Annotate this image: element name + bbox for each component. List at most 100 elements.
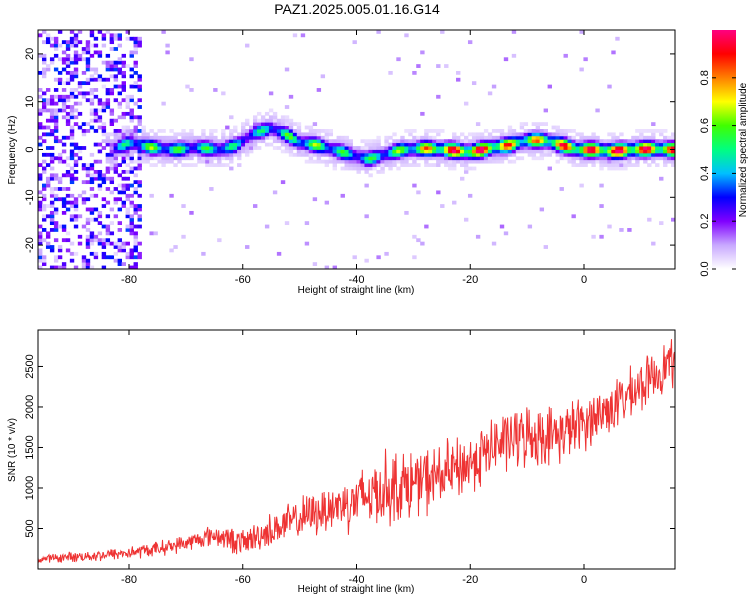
- spectrogram-cell: [579, 149, 584, 154]
- spectrogram-cell: [527, 152, 533, 157]
- spectrogram-cell: [388, 149, 393, 154]
- spectrogram-cell: [53, 36, 59, 41]
- spectrogram-cell: [45, 40, 51, 45]
- spectrogram-cell: [671, 149, 676, 154]
- spectrogram-cell: [85, 258, 91, 263]
- spectrogram-cell: [137, 98, 142, 103]
- spectrogram-cell: [619, 163, 624, 167]
- spectrogram-cell: [308, 156, 314, 161]
- spectrogram-cell: [340, 142, 345, 147]
- spectrogram-cell: [165, 50, 170, 55]
- spectrogram-cell: [129, 214, 134, 219]
- spectrogram-cell: [579, 139, 584, 144]
- spectrogram-cell: [320, 146, 326, 150]
- spectrogram-cell: [69, 108, 75, 113]
- spectrogram-cell: [511, 132, 517, 137]
- spectrogram-cell: [197, 135, 202, 140]
- spectrogram-cell: [165, 43, 170, 48]
- spectrogram-cell: [181, 142, 186, 147]
- spectrogram-cell: [133, 180, 138, 185]
- spectrogram-cell: [316, 139, 322, 144]
- spectrogram-cell: [452, 159, 457, 164]
- spectrogram-cell: [627, 142, 632, 147]
- spectrogram-cell: [284, 115, 290, 120]
- spectrogram-cell: [579, 142, 584, 147]
- spectrogram-cell: [81, 255, 87, 260]
- spectrogram-cell: [89, 33, 95, 38]
- spectrogram-cell: [388, 156, 393, 161]
- spectrogram-cell: [268, 108, 274, 113]
- spectrogram-cell: [73, 60, 79, 65]
- spectrogram-cell: [113, 200, 119, 205]
- spectrogram-cell: [356, 149, 361, 154]
- spectrogram-cell: [304, 149, 310, 154]
- spectrogram-cell: [539, 152, 545, 157]
- spectrogram-cell: [312, 146, 318, 150]
- spectrogram-cell: [587, 152, 592, 157]
- spectrogram-cell: [105, 169, 111, 174]
- spectrogram-cell: [324, 163, 330, 167]
- spectrogram-cell: [360, 146, 365, 150]
- spectrogram-cell: [53, 101, 59, 106]
- spectrogram-cell: [571, 159, 576, 164]
- spectrogram-cell: [651, 159, 656, 164]
- spectrogram-cell: [659, 139, 664, 144]
- spectrogram-cell: [456, 77, 461, 82]
- spectrogram-cell: [336, 149, 341, 154]
- spectrogram-cell: [105, 77, 111, 82]
- spectrogram-cell: [587, 156, 592, 161]
- spectrogram-cell: [316, 88, 322, 92]
- spectrogram-cell: [555, 152, 560, 157]
- spectrogram-cell: [324, 135, 330, 140]
- spectrogram-cell: [109, 221, 115, 226]
- spectrogram-cell: [45, 241, 51, 246]
- spectrogram-cell: [627, 146, 632, 150]
- spectrogram-cell: [113, 33, 119, 38]
- spectrogram-cell: [396, 146, 401, 150]
- spectrogram-cell: [475, 146, 481, 150]
- spectrogram-cell: [531, 142, 537, 147]
- spectrogram-cell: [125, 101, 130, 106]
- spectrogram-cell: [61, 197, 67, 202]
- spectrogram-cell: [631, 142, 636, 147]
- spectrogram-cell: [328, 142, 334, 147]
- spectrogram-cell: [137, 135, 142, 140]
- spectrogram-cell: [424, 163, 429, 167]
- spectrogram-cell: [272, 125, 278, 130]
- spectrogram-cell: [109, 180, 115, 185]
- spectrogram-cell: [133, 115, 138, 120]
- spectrogram-cell: [503, 231, 509, 236]
- spectrogram-cell: [539, 142, 545, 147]
- spectrogram-cell: [479, 139, 485, 144]
- spectrogram-cell: [129, 204, 134, 208]
- spectrogram-cell: [69, 193, 75, 198]
- spectrogram-cell: [38, 111, 43, 116]
- spectrogram-cell: [133, 81, 138, 86]
- spectrogram-cell: [647, 149, 652, 154]
- spectrogram-cell: [392, 156, 397, 161]
- spectrogram-cell: [252, 142, 258, 147]
- spectrogram-cell: [388, 70, 393, 75]
- spectrogram-cell: [611, 135, 616, 140]
- spectrogram-cell: [607, 84, 612, 89]
- spectrogram-cell: [93, 169, 99, 174]
- spectrogram-cell: [61, 262, 67, 266]
- spectrogram-cell: [460, 142, 465, 147]
- spectrogram-cell: [436, 163, 441, 167]
- spectrogram-cell: [109, 36, 115, 41]
- spectrogram-cell: [416, 156, 421, 161]
- spectrogram-cell: [368, 159, 373, 164]
- spectrogram-cell: [205, 159, 210, 164]
- spectrogram-cell: [479, 142, 485, 147]
- spectrogram-cell: [312, 122, 318, 126]
- spectrogram-cell: [81, 132, 87, 137]
- spectrogram-cell: [137, 152, 142, 157]
- spectrogram-cell: [69, 129, 75, 133]
- spectrogram-cell: [268, 135, 274, 140]
- spectrogram-cell: [129, 84, 134, 89]
- spectrogram-cell: [352, 163, 357, 167]
- spectrogram-cell: [157, 159, 162, 164]
- spectrogram-cell: [467, 156, 473, 161]
- spectrogram-cell: [41, 132, 47, 137]
- spectrogram-cell: [559, 156, 564, 161]
